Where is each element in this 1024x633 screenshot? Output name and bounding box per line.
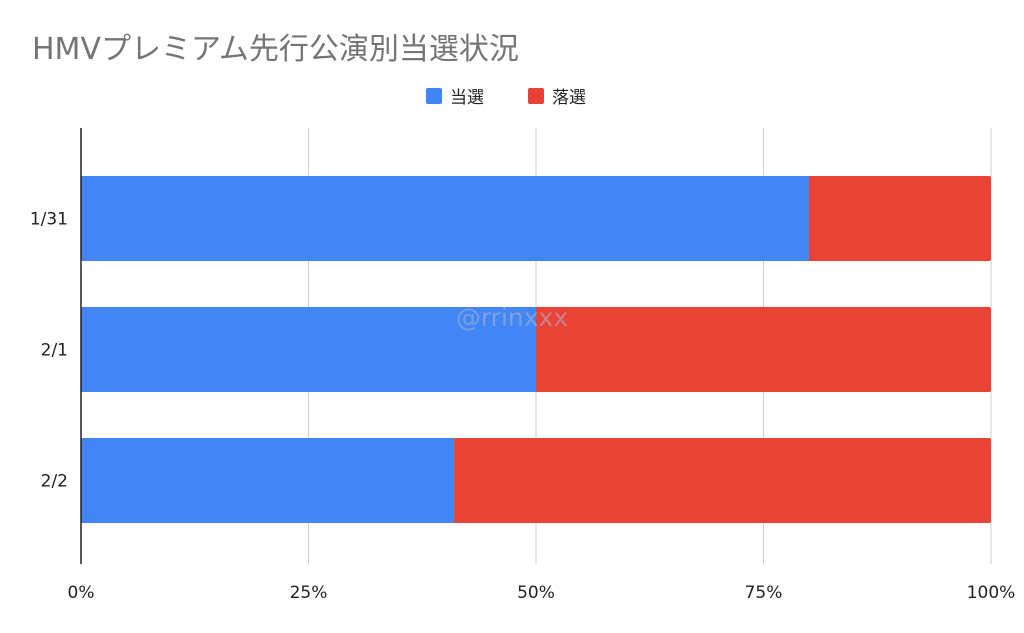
bar-2-2-lost bbox=[454, 438, 992, 523]
bar-2-1-won bbox=[81, 307, 536, 392]
bar-2-2-won bbox=[81, 438, 455, 523]
bar-1-31-lost bbox=[809, 176, 991, 261]
x-tick-label-1: 25% bbox=[290, 583, 328, 603]
bars bbox=[81, 176, 992, 523]
x-tick-label-4: 100% bbox=[967, 583, 1016, 603]
x-tick-label-2: 50% bbox=[517, 583, 555, 603]
watermark-text: @rrinxxx bbox=[456, 303, 568, 332]
legend-swatch-1 bbox=[528, 88, 544, 104]
chart-title: HMVプレミアム先行公演別当選状況 bbox=[32, 32, 519, 67]
y-tick-label-1: 2/1 bbox=[41, 341, 68, 361]
y-tick-label-2: 2/2 bbox=[41, 472, 68, 492]
legend-label-1: 落選 bbox=[552, 88, 586, 108]
x-tick-label-3: 75% bbox=[745, 583, 783, 603]
tick-labels: 0% 25% 50% 75% 100% 1/31 2/1 2/2 bbox=[30, 210, 1015, 604]
legend-label-0: 当選 bbox=[450, 88, 484, 108]
y-tick-label-0: 1/31 bbox=[30, 210, 68, 230]
watermark: @rrinxxx bbox=[456, 303, 568, 332]
bar-1-31-won bbox=[81, 176, 809, 261]
x-tick-label-0: 0% bbox=[68, 583, 95, 603]
legend: 当選 落選 bbox=[426, 88, 586, 108]
bar-2-1-lost bbox=[536, 307, 991, 392]
legend-swatch-0 bbox=[426, 88, 442, 104]
